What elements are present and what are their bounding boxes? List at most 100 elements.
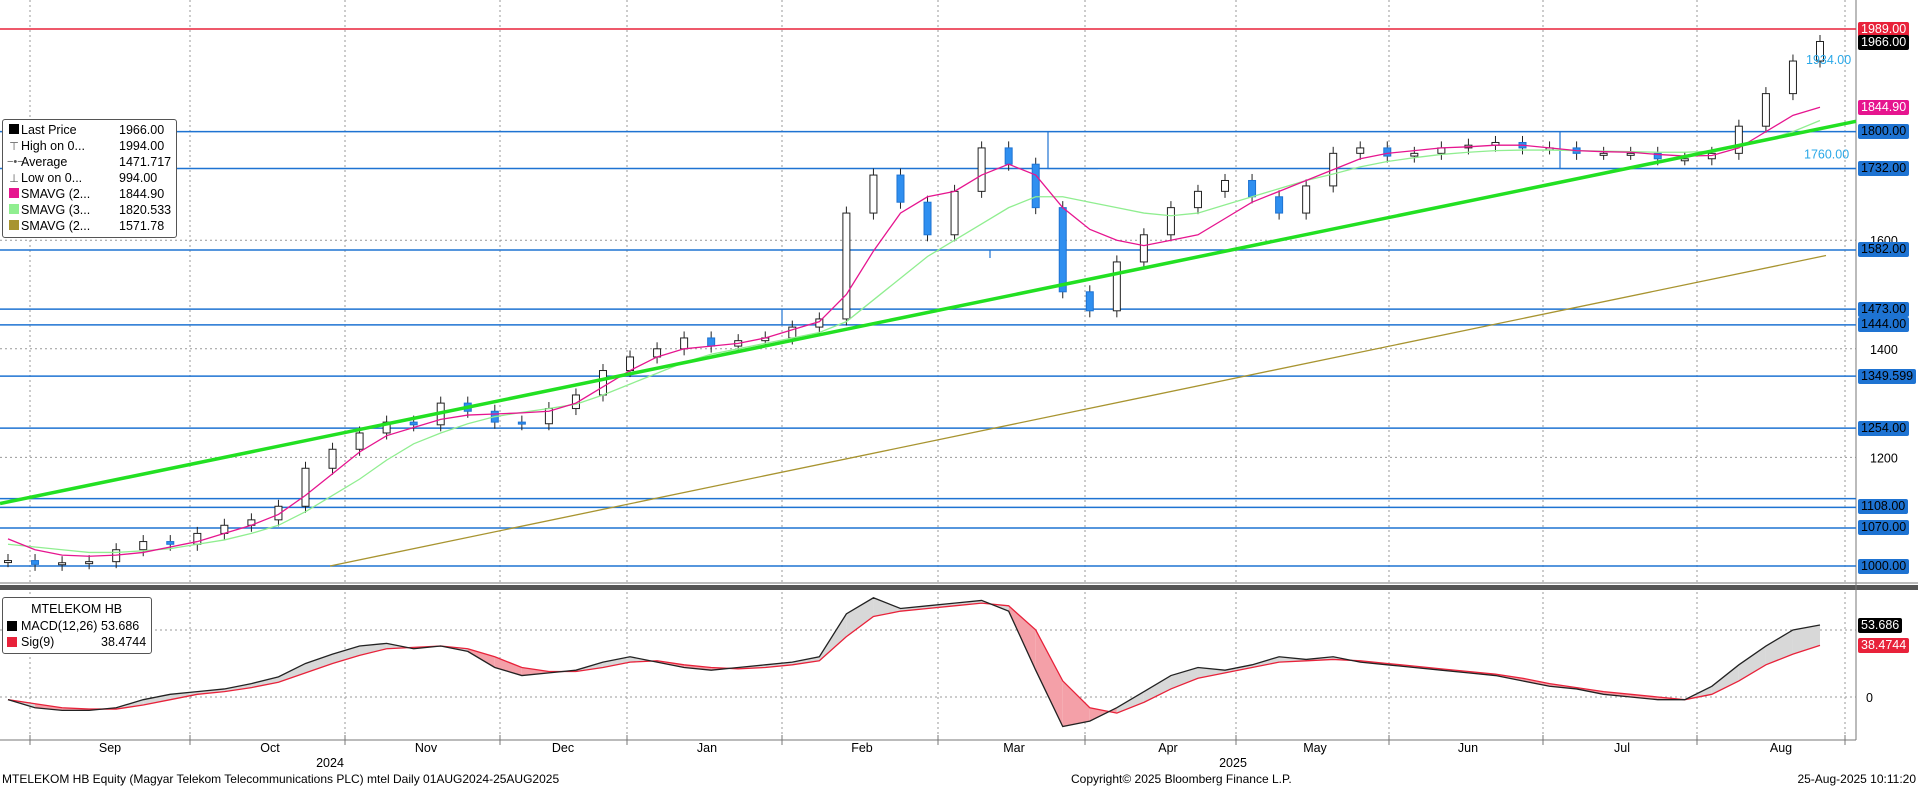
legend-swatch (7, 637, 17, 647)
candle-body (1139, 234, 1148, 263)
legend-label: High on 0... (21, 139, 85, 153)
legend-row: SMAVG (2... 1844.90 (7, 186, 171, 202)
legend-high-icon: ⊤ (9, 140, 19, 153)
x-month-label: May (1303, 741, 1327, 755)
legend-swatch (7, 187, 21, 201)
macd-fill (1603, 691, 1631, 697)
candle-body (274, 505, 283, 521)
macd-title: MTELEKOM HB (31, 602, 123, 616)
candle-body (1085, 291, 1094, 312)
legend-avg-icon: −•− (7, 156, 24, 168)
x-month-label: Mar (1003, 741, 1025, 755)
support-resistance-levels (0, 28, 1856, 567)
macd-fill (1225, 664, 1253, 673)
macd-fill (1738, 646, 1766, 681)
trendline: 1934.00 1760.00 (0, 53, 1857, 506)
legend-row: SMAVG (2... 1571.78 (7, 218, 171, 234)
candle-body (1410, 152, 1419, 157)
macd-fill (900, 605, 928, 612)
legend-label: Last Price (21, 123, 77, 137)
footer-left: MTELEKOM HB Equity (Magyar Telekom Telec… (2, 772, 560, 786)
candle-body (85, 561, 94, 565)
candle-body (1031, 163, 1040, 209)
legend-row: ⊥ Low on 0... 994.00 (7, 170, 171, 186)
legend-label: Low on 0... (21, 171, 83, 185)
x-month-label: Apr (1158, 741, 1177, 755)
candle-body (328, 448, 337, 469)
macd-legend: MTELEKOM HB MACD(12,26) 53.686 Sig(9) 38.47… (2, 597, 153, 654)
macd-fill (1522, 678, 1550, 687)
legend-row: MACD(12,26) 53.686 (7, 618, 146, 634)
legend-color (9, 187, 19, 198)
candle-body (1302, 185, 1311, 214)
x-month-label: Jun (1458, 741, 1478, 755)
macd-fill (1630, 694, 1658, 700)
macd-fill (494, 656, 522, 676)
macd-fill (792, 656, 820, 665)
x-month-label: Oct (260, 741, 280, 755)
macd-fill (602, 656, 631, 668)
macd-fill (873, 597, 901, 617)
legend-label: SMAVG (3... (21, 203, 91, 217)
price-tag: 1966.00 (1858, 34, 1910, 50)
candle-body (1356, 147, 1365, 154)
macd-fill (251, 676, 279, 688)
x-month-label: Sep (99, 741, 121, 755)
legend-row: Sig(9) 38.4744 (7, 634, 146, 650)
sma-fast-line (7, 106, 1821, 557)
legend-color (9, 219, 19, 230)
candle-body (950, 190, 959, 236)
macd-fill (1116, 691, 1144, 714)
candle-body (4, 560, 12, 564)
legend-swatch (7, 621, 17, 631)
candle-body (355, 432, 364, 450)
level-annotation: 1760.00 (1804, 147, 1849, 161)
price-tag: 1349.599 (1858, 368, 1917, 384)
legend-swatch (7, 203, 21, 217)
candle-body (842, 212, 851, 320)
x-month-label: Nov (415, 741, 438, 755)
price-candles (4, 34, 1824, 571)
footer-copyright: Copyright© 2025 Bloomberg Finance L.P. (1071, 772, 1292, 786)
candle-body (1653, 152, 1662, 160)
trendline-green (0, 119, 1857, 506)
legend-value: 53.686 (101, 619, 140, 633)
macd-fill (1062, 680, 1090, 727)
x-month-label: Dec (552, 741, 574, 755)
x-month-label: Jul (1614, 741, 1630, 755)
candle-body (626, 356, 635, 372)
candle-body (139, 541, 148, 551)
x-month-label: Feb (851, 741, 873, 755)
y-tick-label: 1200 (1870, 451, 1898, 465)
macd-fill (1711, 664, 1739, 695)
legend-label: SMAVG (2... (21, 219, 91, 233)
price-tag: 1844.90 (1858, 99, 1910, 115)
macd-fill (224, 683, 252, 692)
macd-line (7, 597, 1821, 728)
candle-body (382, 421, 391, 434)
candle-body (1166, 207, 1175, 236)
legend-value: 1571.78 (119, 219, 165, 233)
legend-value: 1844.90 (119, 187, 165, 201)
price-tag: 1108.00 (1858, 498, 1909, 514)
x-month-label: Aug (1770, 741, 1792, 755)
legend-value: 994.00 (119, 171, 158, 185)
legend-label: Average (21, 155, 68, 169)
macd-fill (927, 603, 955, 609)
candle-body (1058, 207, 1067, 293)
macd-tag: 53.686 (1858, 617, 1903, 633)
macd-fill (1143, 675, 1171, 703)
macd-panel (7, 597, 1821, 728)
legend-swatch (7, 123, 21, 137)
candle-body (598, 370, 607, 396)
candle-body (923, 201, 932, 236)
legend-label: SMAVG (2... (21, 187, 91, 201)
candle-body (1004, 147, 1013, 165)
x-year-label: 2024 (316, 756, 344, 770)
legend-value: 1966.00 (119, 123, 165, 137)
price-tag: 1732.00 (1858, 161, 1910, 177)
legend-row: ⊤ High on 0... 1994.00 (7, 138, 171, 154)
price-tag: 1800.00 (1858, 124, 1910, 140)
